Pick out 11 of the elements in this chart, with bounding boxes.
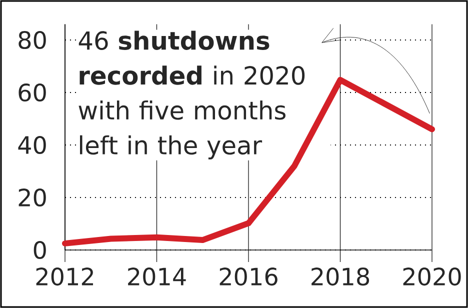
y-tick-label: 0	[34, 240, 46, 260]
x-tick-label: 2016	[220, 268, 278, 286]
x-tick-label: 2018	[312, 268, 370, 286]
y-tick-label: 60	[18, 83, 46, 102]
x-tick-label: 2014	[128, 268, 186, 286]
x-tick-label: 2020	[403, 268, 461, 286]
y-tick-label: 80	[18, 30, 46, 50]
y-tick-label: 40	[18, 136, 46, 154]
annotation: 46 shutdowns recorded in 2020 with five months left in the year	[78, 30, 305, 160]
x-tick-label: 2012	[36, 268, 94, 286]
y-tick-label: 20	[18, 188, 46, 207]
